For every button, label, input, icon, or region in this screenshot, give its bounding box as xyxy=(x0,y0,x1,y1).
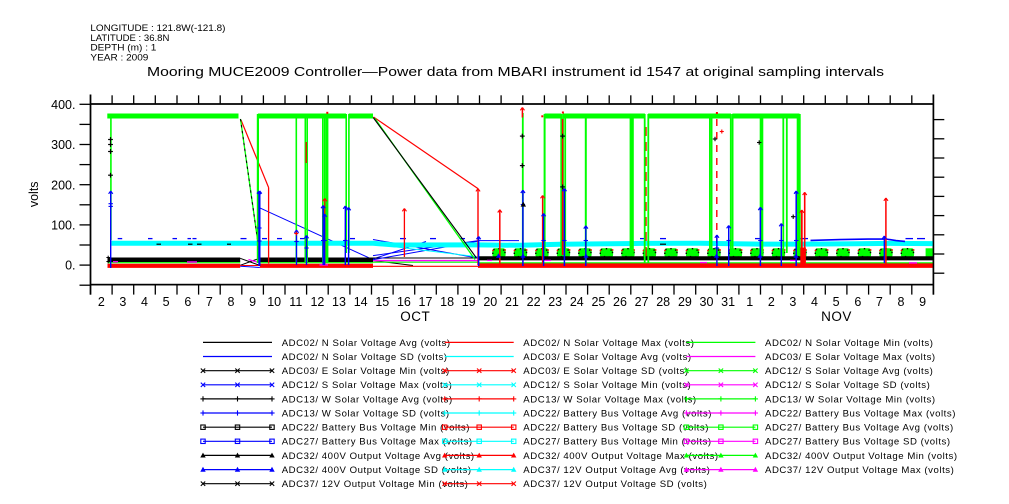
svg-text:25: 25 xyxy=(591,295,605,309)
svg-text:2: 2 xyxy=(98,295,105,309)
svg-text:ADC03/ E Solar Voltage Max (vo: ADC03/ E Solar Voltage Max (volts) xyxy=(765,352,936,363)
svg-text:6: 6 xyxy=(184,295,191,309)
svg-text:ADC03/ E Solar Voltage SD (vol: ADC03/ E Solar Voltage SD (volts) xyxy=(523,366,688,377)
svg-text:ADC22/ Battery Bus Voltage Max: ADC22/ Battery Bus Voltage Max (volts) xyxy=(765,408,956,419)
svg-text:YEAR : 2009: YEAR : 2009 xyxy=(90,52,148,62)
svg-text:ADC22/ Battery Bus Voltage Min: ADC22/ Battery Bus Voltage Min (volts) xyxy=(282,423,470,434)
svg-text:19: 19 xyxy=(462,295,476,309)
svg-text:ADC03/ E Solar Voltage Avg (vo: ADC03/ E Solar Voltage Avg (volts) xyxy=(523,352,691,363)
svg-text:20: 20 xyxy=(483,295,497,309)
svg-text:11: 11 xyxy=(289,295,302,309)
svg-text:ADC12/ S Solar Voltage Max (vo: ADC12/ S Solar Voltage Max (volts) xyxy=(282,380,453,391)
svg-text:ADC12/ S Solar Voltage Min (vo: ADC12/ S Solar Voltage Min (volts) xyxy=(523,380,691,391)
svg-text:21: 21 xyxy=(505,295,519,309)
svg-text:LONGITUDE : 121.8W(-121.8): LONGITUDE : 121.8W(-121.8) xyxy=(90,23,225,33)
svg-text:26: 26 xyxy=(613,295,627,309)
svg-text:Mooring MUCE2009 Controller—Po: Mooring MUCE2009 Controller—Power data f… xyxy=(147,64,884,79)
svg-text:ADC12/ S Solar Voltage SD (vol: ADC12/ S Solar Voltage SD (volts) xyxy=(765,380,930,391)
svg-text:4: 4 xyxy=(141,295,148,309)
svg-text:ADC02/ N Solar Voltage Max (vo: ADC02/ N Solar Voltage Max (volts) xyxy=(523,338,694,349)
svg-text:1: 1 xyxy=(746,295,753,309)
svg-text:ADC32/ 400V Output Voltage Max: ADC32/ 400V Output Voltage Max (volts) xyxy=(523,451,718,462)
svg-text:ADC03/ E Solar Voltage Min (vo: ADC03/ E Solar Voltage Min (volts) xyxy=(282,366,450,377)
svg-text:ADC32/ 400V Output Voltage SD: ADC32/ 400V Output Voltage SD (volts) xyxy=(282,465,472,476)
svg-text:8: 8 xyxy=(228,295,235,309)
svg-text:ADC37/ 12V Output Voltage Max: ADC37/ 12V Output Voltage Max (volts) xyxy=(765,465,954,476)
svg-text:27: 27 xyxy=(635,295,649,309)
svg-text:0.: 0. xyxy=(65,259,75,273)
svg-text:13: 13 xyxy=(332,295,346,309)
svg-text:ADC22/ Battery Bus Voltage SD: ADC22/ Battery Bus Voltage SD (volts) xyxy=(523,423,709,434)
svg-text:ADC12/ S Solar Voltage Avg (vo: ADC12/ S Solar Voltage Avg (volts) xyxy=(765,366,933,377)
svg-text:ADC37/ 12V Output Voltage Avg: ADC37/ 12V Output Voltage Avg (volts) xyxy=(523,465,710,476)
svg-text:ADC32/ 400V Output Voltage Min: ADC32/ 400V Output Voltage Min (volts) xyxy=(765,451,958,462)
svg-text:ADC13/ W Solar Voltage Min (vo: ADC13/ W Solar Voltage Min (volts) xyxy=(765,394,936,405)
svg-text:LATITUDE : 36.8N: LATITUDE : 36.8N xyxy=(90,33,169,43)
svg-text:ADC13/ W Solar Voltage Avg (vo: ADC13/ W Solar Voltage Avg (volts) xyxy=(282,394,453,405)
svg-text:ADC02/ N Solar Voltage Min (vo: ADC02/ N Solar Voltage Min (volts) xyxy=(765,338,934,349)
svg-text:5: 5 xyxy=(163,295,170,309)
svg-text:ADC27/ Battery Bus Voltage SD: ADC27/ Battery Bus Voltage SD (volts) xyxy=(765,437,951,448)
svg-text:volts: volts xyxy=(27,181,41,207)
svg-text:ADC27/ Battery Bus Voltage Max: ADC27/ Battery Bus Voltage Max (volts) xyxy=(282,437,473,448)
svg-text:2: 2 xyxy=(768,295,775,309)
svg-text:ADC27/ Battery Bus Voltage Avg: ADC27/ Battery Bus Voltage Avg (volts) xyxy=(765,423,954,434)
svg-text:18: 18 xyxy=(440,295,454,309)
svg-text:ADC02/ N Solar Voltage SD (vol: ADC02/ N Solar Voltage SD (volts) xyxy=(282,352,448,363)
svg-text:ADC22/ Battery Bus Voltage Avg: ADC22/ Battery Bus Voltage Avg (volts) xyxy=(523,408,712,419)
svg-text:4: 4 xyxy=(811,295,818,309)
svg-text:9: 9 xyxy=(249,295,256,309)
svg-text:400.: 400. xyxy=(51,98,75,112)
svg-text:ADC02/ N Solar Voltage Avg (vo: ADC02/ N Solar Voltage Avg (volts) xyxy=(282,338,451,349)
svg-text:29: 29 xyxy=(678,295,692,309)
svg-text:23: 23 xyxy=(548,295,562,309)
svg-text:OCT: OCT xyxy=(400,309,430,324)
svg-text:5: 5 xyxy=(833,295,840,309)
svg-text:DEPTH (m) : 1: DEPTH (m) : 1 xyxy=(90,43,156,53)
svg-text:24: 24 xyxy=(570,295,584,309)
svg-text:ADC27/ Battery Bus Voltage Min: ADC27/ Battery Bus Voltage Min (volts) xyxy=(523,437,711,448)
svg-text:ADC37/ 12V Output Voltage Min: ADC37/ 12V Output Voltage Min (volts) xyxy=(282,479,469,490)
svg-text:16: 16 xyxy=(397,295,411,309)
svg-text:300.: 300. xyxy=(51,138,75,152)
svg-text:ADC13/ W Solar Voltage SD (vol: ADC13/ W Solar Voltage SD (volts) xyxy=(282,408,450,419)
svg-text:7: 7 xyxy=(206,295,213,309)
svg-text:22: 22 xyxy=(527,295,541,309)
svg-text:15: 15 xyxy=(375,295,389,309)
svg-text:ADC37/ 12V Output Voltage SD (: ADC37/ 12V Output Voltage SD (volts) xyxy=(523,479,707,490)
svg-text:100.: 100. xyxy=(51,219,75,233)
svg-text:17: 17 xyxy=(419,295,433,309)
svg-text:14: 14 xyxy=(354,295,368,309)
svg-text:8: 8 xyxy=(898,295,905,309)
svg-text:7: 7 xyxy=(876,295,883,309)
svg-text:200.: 200. xyxy=(51,178,75,192)
svg-text:9: 9 xyxy=(919,295,926,309)
svg-text:3: 3 xyxy=(119,295,126,309)
svg-text:28: 28 xyxy=(656,295,670,309)
svg-text:ADC32/ 400V Output Voltage Avg: ADC32/ 400V Output Voltage Avg (volts) xyxy=(282,451,475,462)
svg-text:NOV: NOV xyxy=(821,309,852,324)
svg-text:3: 3 xyxy=(789,295,796,309)
svg-text:10: 10 xyxy=(267,295,281,309)
svg-text:12: 12 xyxy=(310,295,324,309)
svg-text:31: 31 xyxy=(721,295,735,309)
svg-text:30: 30 xyxy=(700,295,714,309)
svg-text:ADC13/ W Solar Voltage Max (vo: ADC13/ W Solar Voltage Max (volts) xyxy=(523,394,696,405)
svg-text:6: 6 xyxy=(854,295,861,309)
